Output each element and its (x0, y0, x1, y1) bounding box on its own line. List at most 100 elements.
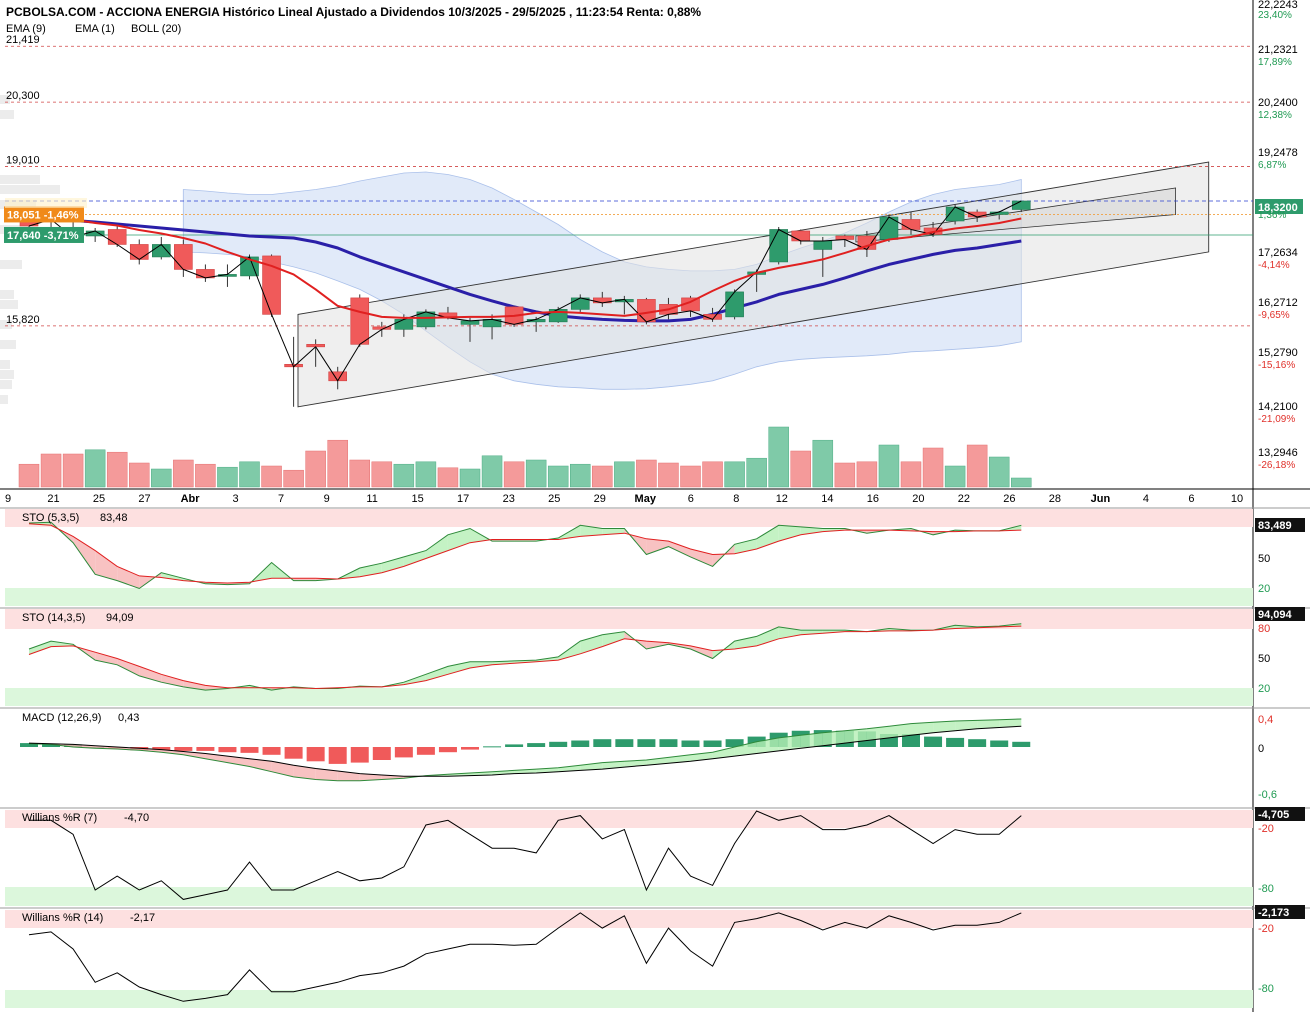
indicator-level: 0 (1258, 743, 1264, 755)
volume-bar (327, 439, 348, 488)
indicator-level: 80 (1258, 623, 1270, 635)
macd-histogram-bar (703, 740, 722, 747)
oscillator-fill (933, 721, 956, 733)
oscillator-fill (293, 578, 316, 581)
volume-panel (18, 426, 1032, 488)
volume-bar (922, 447, 944, 488)
macd-histogram-bar (372, 747, 391, 760)
macd-histogram-bar (240, 747, 259, 753)
x-tick-label: 17 (457, 493, 469, 505)
oscillator-fill (712, 747, 735, 759)
volume-bar (547, 465, 569, 488)
volume-profile-bar (0, 320, 12, 329)
price-panel: 21,419 20,300 19,010 15,820 18,051 -1,46% 17,… (0, 34, 1253, 408)
oversold-zone (5, 688, 1253, 706)
volume-bar (812, 439, 834, 488)
candle (769, 229, 789, 263)
x-tick-label: 10 (1231, 493, 1243, 505)
x-tick-label: 29 (594, 493, 606, 505)
overbought-zone (5, 810, 1253, 828)
x-tick-label: May (635, 493, 657, 505)
x-axis: 9 21 25 27 Abr 3 7 9 11 15 17 23 25 29 May 6 8 12 14 16 20 22… (5, 493, 1243, 505)
macd-histogram-bar (615, 739, 634, 747)
volume-profile-bar (0, 290, 14, 299)
oscillator-fill (822, 730, 845, 746)
oscillator-fill (470, 771, 493, 776)
x-tick-label: 14 (821, 493, 833, 505)
volume-profile-bar (0, 360, 10, 369)
volume-bar (525, 459, 547, 488)
candle (152, 244, 171, 258)
oscillator-fill (447, 528, 470, 551)
volume-bar (614, 461, 635, 488)
volume-bar (900, 461, 922, 488)
highlight-band (5, 198, 87, 208)
volume-bar (790, 450, 811, 488)
macd-histogram-bar (328, 747, 347, 764)
current-price-tag: 18,3200 (1258, 202, 1298, 214)
oscillator-fill (778, 735, 801, 751)
volume-bar (834, 462, 856, 488)
oscillator-fill (778, 626, 801, 639)
x-tick-label: 12 (776, 493, 788, 505)
indicator-level: -80 (1258, 983, 1274, 995)
price-axis-pct: 6,87% (1258, 160, 1286, 171)
oscillator-fill (359, 773, 382, 781)
overbought-zone (5, 609, 1253, 629)
oscillator-fill (734, 636, 757, 649)
x-tick-label: 11 (366, 493, 377, 505)
indicator-value: -2,17 (130, 912, 155, 924)
oscillator-fill (425, 666, 448, 681)
volume-bar (570, 463, 591, 488)
volume-profile-bar (0, 395, 8, 404)
volume-bar (481, 455, 503, 488)
oscillator-fill (227, 756, 250, 767)
macd-histogram-bar (174, 747, 193, 751)
volume-bar (966, 444, 988, 488)
x-tick-label: Jun (1091, 493, 1111, 505)
volume-bar (106, 451, 128, 488)
price-axis-pct: -4,14% (1258, 260, 1290, 271)
volume-profile-bar (0, 260, 22, 269)
macd-histogram-bar (394, 747, 413, 758)
candle (791, 230, 811, 242)
sto-k-line (28, 623, 1022, 691)
oscillator-fill (602, 631, 625, 647)
candle (1011, 200, 1031, 210)
overbought-zone (5, 509, 1253, 527)
macd-histogram-bar (571, 740, 590, 747)
legend-ema1: EMA (1) (75, 23, 115, 35)
price-axis-pct: -21,09% (1258, 414, 1295, 425)
volume-bar (173, 459, 194, 488)
volume-bar (62, 453, 84, 488)
oscillator-fill (29, 641, 51, 655)
indicator-label: STO (14,3,5) (22, 612, 85, 624)
oscillator-fill (580, 762, 603, 771)
price-axis-value: 19,2478 (1258, 147, 1298, 159)
macd-histogram-bar (659, 739, 678, 747)
oscillator-fill (139, 666, 162, 683)
volume-bar (151, 468, 172, 488)
williams-r14-line (28, 912, 1022, 1002)
volume-bar (349, 459, 370, 488)
volume-bar (724, 461, 745, 488)
macd-histogram-bar (218, 747, 237, 753)
macd-histogram-bar (924, 736, 943, 747)
oscillator-fill (558, 765, 581, 772)
macd-histogram-bar (306, 747, 325, 762)
indicator-value: 94,09 (106, 612, 134, 624)
x-tick-label: 28 (1049, 493, 1061, 505)
macd-histogram-bar (968, 739, 987, 747)
price-tag-label: 17,640 -3,71% (7, 230, 79, 242)
chart-title: PCBOLSA.COM - ACCIONA ENERGIA Histórico … (6, 5, 701, 19)
oscillator-fill (161, 572, 184, 581)
indicator-tag: -2,173 (1258, 907, 1289, 919)
oscillator-fill (293, 765, 316, 780)
x-tick-label: 20 (912, 493, 924, 505)
volume-bar (988, 456, 1010, 488)
macd-histogram-bar (593, 739, 612, 747)
macd-histogram-bar (461, 747, 479, 750)
current-price-pct: 1,36% (1258, 210, 1286, 221)
